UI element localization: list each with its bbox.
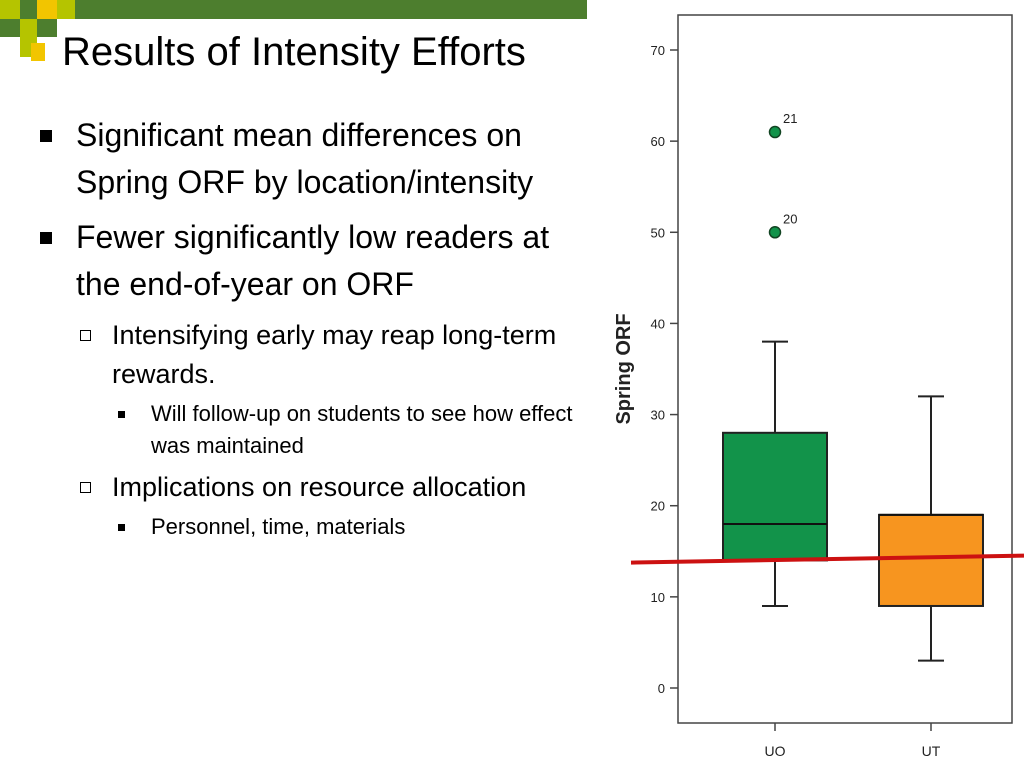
y-tick-label: 10 (651, 590, 665, 605)
outlier-point (768, 226, 782, 239)
bullet-text: Fewer significantly low readers at the e… (76, 219, 550, 302)
y-tick-label: 50 (651, 225, 665, 240)
sub-bullet-item: Intensifying early may reap long-term re… (38, 316, 593, 394)
small-square-bullet-icon (118, 524, 125, 531)
sub-sub-bullet-text: Personnel, time, materials (151, 514, 406, 539)
sub-sub-bullet-item: Personnel, time, materials (38, 511, 593, 543)
bullet-list: Significant mean differences on Spring O… (38, 112, 593, 549)
hollow-square-bullet-icon (80, 330, 91, 341)
square-bullet-icon (40, 232, 52, 244)
bullet-item: Significant mean differences on Spring O… (38, 112, 593, 206)
reference-line (630, 553, 1024, 565)
box-ut (878, 513, 984, 607)
x-tick-label: UO (765, 743, 786, 759)
hollow-square-bullet-icon (80, 482, 91, 493)
small-square-bullet-icon (118, 411, 125, 418)
sub-sub-bullet-text: Will follow-up on students to see how ef… (151, 401, 573, 458)
y-tick-label: 30 (651, 408, 665, 423)
sub-sub-bullet-item: Will follow-up on students to see how ef… (38, 398, 593, 462)
sub-bullet-text: Implications on resource allocation (112, 472, 527, 502)
outlier-label: 21 (783, 111, 797, 126)
outlier-label: 20 (783, 211, 797, 226)
y-tick-label: 20 (651, 499, 665, 514)
bullet-item: Fewer significantly low readers at the e… (38, 214, 593, 308)
title-bar-decoration (75, 0, 587, 19)
plot-frame (677, 14, 1013, 724)
y-tick-label: 70 (651, 43, 665, 58)
y-tick-label: 60 (651, 134, 665, 149)
slide-title: Results of Intensity Efforts (62, 30, 526, 74)
outlier-point (768, 125, 782, 139)
y-tick-label: 0 (658, 681, 665, 696)
box-uo (722, 431, 828, 562)
chart-background (589, 0, 1024, 768)
bullet-text: Significant mean differences on Spring O… (76, 117, 534, 200)
corner-decoration (0, 0, 75, 61)
y-axis-label: Spring ORF (613, 313, 635, 424)
sub-bullet-text: Intensifying early may reap long-term re… (112, 320, 557, 389)
y-tick-label: 40 (651, 316, 665, 331)
square-bullet-icon (40, 130, 52, 142)
x-tick-label: UT (922, 743, 941, 759)
sub-bullet-item: Implications on resource allocation (38, 468, 593, 507)
boxplot-chart: Spring ORF 0 10 20 30 40 50 60 70 20 21 UO UT (589, 0, 1024, 768)
